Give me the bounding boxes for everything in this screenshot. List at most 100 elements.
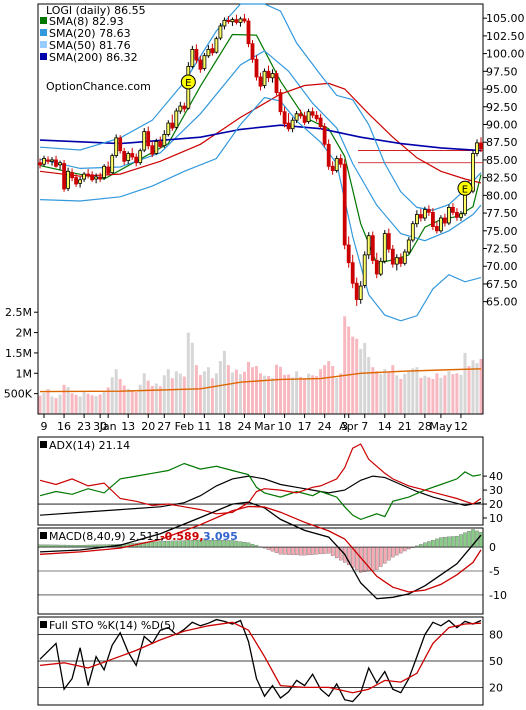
macd-histogram-bar-85 — [379, 546, 383, 567]
volume-average-line — [39, 368, 482, 393]
macd-histogram-bar-50 — [238, 541, 243, 548]
earnings-marker-1 — [457, 180, 473, 196]
macd-histogram-bar-62 — [286, 546, 291, 555]
candle-body-1 — [42, 158, 46, 165]
date-tick-label-22: May — [430, 420, 453, 433]
volume-bar-45 — [218, 361, 222, 414]
date-tick-label-10: 18 — [217, 420, 231, 433]
stochastic-title: Full STO %K(14) %D(5) — [49, 619, 175, 632]
volume-bar-62 — [287, 374, 291, 414]
macd-histogram-bar-73 — [330, 546, 335, 556]
volume-bar-47 — [226, 365, 230, 414]
candle-body-102 — [446, 206, 451, 224]
volume-bar-22 — [126, 388, 130, 414]
macd-histogram-bar-69 — [314, 546, 319, 555]
volume-bar-1 — [42, 392, 46, 414]
volume-bar-108 — [471, 360, 475, 414]
volume-bar-82 — [367, 357, 371, 414]
candle-body-92 — [406, 239, 411, 253]
candle-body-71 — [322, 126, 327, 145]
volume-bar-52 — [247, 361, 250, 414]
candle-body-58 — [270, 73, 275, 79]
volume-bar-40 — [198, 374, 202, 414]
volume-bar-71 — [323, 365, 327, 414]
macd-histogram-bar-4 — [54, 544, 58, 548]
price-title: LOGI (daily) 86.55 — [46, 4, 146, 17]
macd-histogram-bar-64 — [294, 546, 299, 556]
date-tick-label-14: 17 — [298, 420, 312, 433]
price-tick-label-16: 105.00 — [486, 12, 525, 25]
candle-body-49 — [234, 19, 239, 23]
candle-body-28 — [150, 145, 155, 155]
candle-body-26 — [142, 131, 147, 151]
candle-body-65 — [298, 113, 303, 117]
candle-body-10 — [78, 179, 82, 184]
candle-body-100 — [438, 217, 443, 232]
candle-body-108 — [471, 153, 475, 192]
volume-tick-label-2: 1.5M — [5, 347, 32, 360]
volume-bar-21 — [122, 385, 126, 414]
volume-bar-103 — [451, 374, 455, 414]
price-tick-label-6: 80.00 — [486, 189, 518, 202]
candle-body-85 — [378, 260, 383, 275]
volume-bar-58 — [271, 377, 274, 414]
candle-body-16 — [102, 165, 106, 179]
volume-bar-4 — [54, 398, 58, 414]
date-tick-label-12: Mar — [254, 420, 275, 433]
candle-body-32 — [166, 122, 171, 135]
adx-tick-label-2: 30 — [489, 484, 503, 497]
volume-bar-89 — [395, 375, 399, 414]
candle-body-45 — [218, 25, 223, 39]
price-tick-label-9: 87.50 — [486, 136, 518, 149]
candle-body-6 — [62, 163, 66, 190]
candle-body-34 — [174, 110, 179, 128]
candle-body-36 — [182, 105, 187, 110]
volume-bar-31 — [162, 375, 166, 414]
volume-bar-44 — [214, 373, 218, 414]
volume-bar-50 — [239, 374, 242, 414]
macd-histogram-bar-70 — [318, 546, 323, 555]
candle-body-17 — [106, 166, 111, 174]
date-tick-label-18: 7 — [361, 420, 368, 433]
volume-bar-83 — [371, 367, 375, 414]
candle-body-64 — [294, 113, 299, 121]
adx-series-plusdi — [39, 443, 482, 515]
volume-bar-54 — [255, 366, 258, 414]
macd-histogram-bar-91 — [403, 546, 407, 552]
macd-histogram-bar-98 — [431, 540, 435, 548]
macd-histogram-bar-1 — [42, 544, 46, 548]
volume-bar-87 — [387, 372, 391, 414]
volume-bar-42 — [206, 367, 210, 414]
candle-body-20 — [118, 137, 123, 152]
macd-title: MACD(8,40,9) 2.511, — [49, 530, 164, 543]
candle-body-98 — [430, 211, 435, 227]
candle-body-109 — [475, 142, 479, 154]
candle-body-3 — [50, 159, 54, 162]
price-tick-label-2: 70.00 — [486, 260, 518, 273]
volume-bar-76 — [343, 316, 347, 414]
volume-bar-9 — [74, 394, 78, 414]
volume-bar-11 — [82, 391, 86, 414]
candle-body-14 — [94, 176, 98, 180]
volume-bar-25 — [138, 384, 142, 414]
date-tick-label-2: 23 — [77, 420, 91, 433]
volume-bar-68 — [311, 375, 315, 414]
candle-body-59 — [274, 73, 279, 94]
volume-bar-20 — [118, 379, 122, 414]
macd-histogram-bar-66 — [302, 546, 307, 556]
candle-body-2 — [46, 159, 50, 162]
candle-body-40 — [198, 59, 203, 70]
candle-body-48 — [230, 19, 235, 23]
candle-body-70 — [318, 117, 323, 127]
volume-bar-18 — [110, 377, 114, 414]
macd-histogram-bar-89 — [395, 546, 399, 556]
price-tick-label-7: 82.50 — [486, 172, 518, 185]
macd-histogram-bar-101 — [443, 537, 447, 548]
candle-body-87 — [386, 233, 391, 250]
adx-series-plusdi — [39, 462, 482, 521]
adx-title-swatch — [40, 441, 47, 448]
macd-histogram-bar-63 — [290, 546, 295, 555]
legend-swatch-0 — [40, 17, 47, 24]
volume-bar-75 — [339, 373, 343, 414]
volume-bar-64 — [295, 371, 299, 415]
